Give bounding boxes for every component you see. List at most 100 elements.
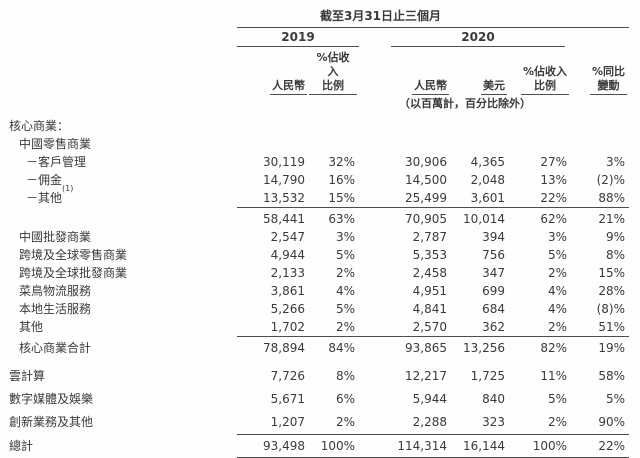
cell-usd-2020: 323 xyxy=(482,415,505,429)
cell-usd-2020: 4,365 xyxy=(470,155,505,169)
table-row: 跨境及全球零售商業 4,944 5% 5,353 756 5% 8% xyxy=(9,246,640,264)
cell-rmb-2019: 13,532 xyxy=(263,191,305,205)
column-header-rmb-2019: 人民幣 xyxy=(237,79,309,95)
cell-rmb-2020: 70,905 xyxy=(359,207,451,228)
cell-pct-revenue-2019: 16% xyxy=(328,173,355,187)
cell-pct-revenue-2020: 82% xyxy=(509,336,571,357)
cell-pct-revenue-2020: 13% xyxy=(540,173,567,187)
cell-pct-revenue-2020: 4% xyxy=(547,302,567,316)
table-row: 其他 1,702 2% 2,570 362 2% 51% xyxy=(9,318,640,336)
row-label: －客戶管理 xyxy=(26,155,87,169)
cell-rmb-2020: 30,906 xyxy=(405,155,447,169)
cell-pct-revenue-2020: 62% xyxy=(509,207,571,228)
cell-rmb-2020: 4,841 xyxy=(412,302,447,316)
row-label xyxy=(9,207,237,228)
table-body: 核心商業： 中國零售商業 －客戶管理 30,119 32% 30,906 4,365 2… xyxy=(9,117,640,458)
cell-yoy-change: 90% xyxy=(598,415,625,429)
column-header-line: 人民幣 xyxy=(414,79,447,92)
row-label: 創新業務及其他 xyxy=(9,415,94,429)
cell-rmb-2020: 93,865 xyxy=(359,336,451,357)
cell-pct-revenue-2020: 5% xyxy=(547,392,567,406)
cell-usd-2020 xyxy=(451,117,509,135)
cell-pct-revenue-2019: 32% xyxy=(328,155,355,169)
year-group-header: 2019 2020 xyxy=(9,30,640,47)
cell-rmb-2020: 12,217 xyxy=(405,369,447,383)
row-label: 中國零售商業 xyxy=(19,137,92,151)
cell-rmb-2020: 5,944 xyxy=(412,392,447,406)
cell-pct-revenue-2020: 2% xyxy=(547,415,567,429)
cell-pct-revenue-2020: 27% xyxy=(540,155,567,169)
cell-rmb-2020: 5,353 xyxy=(412,248,447,262)
cell-yoy-change: 15% xyxy=(598,266,625,280)
cell-yoy-change: (8)% xyxy=(596,302,625,316)
cell-pct-revenue-2019: 2% xyxy=(335,320,355,334)
cell-pct-revenue-2019: 5% xyxy=(335,248,355,262)
cell-yoy-change: 51% xyxy=(598,320,625,334)
row-label: －佣金 xyxy=(26,173,63,187)
table-row: 創新業務及其他 1,207 2% 2,288 323 2% 90% xyxy=(9,413,640,431)
cell-yoy-change: 58% xyxy=(598,369,625,383)
cell-rmb-2020: 25,499 xyxy=(405,191,447,205)
cell-yoy-change: (2)% xyxy=(596,173,625,187)
cell-pct-revenue-2020 xyxy=(509,135,571,153)
cell-pct-revenue-2019: 5% xyxy=(335,302,355,316)
column-header-rmb-2020: 人民幣 xyxy=(359,79,451,95)
spacer-cell xyxy=(9,30,237,47)
cell-rmb-2019: 2,547 xyxy=(270,230,305,244)
table-row: －佣金 14,790 16% 14,500 2,048 13% (2)% xyxy=(9,171,640,189)
table-row: 核心商業： xyxy=(9,117,640,135)
cell-pct-revenue-2019: 2% xyxy=(335,266,355,280)
cell-rmb-2019 xyxy=(237,117,309,135)
row-label: 核心商業： xyxy=(9,119,70,133)
row-label: 菜鳥物流服務 xyxy=(19,284,92,298)
table-row: 雲計算 7,726 8% 12,217 1,725 11% 58% xyxy=(9,367,640,385)
cell-rmb-2019: 5,266 xyxy=(270,302,305,316)
row-label: 本地生活服務 xyxy=(19,302,92,316)
spacer-cell xyxy=(9,96,237,112)
cell-yoy-change: 9% xyxy=(605,230,625,244)
cell-rmb-2019: 2,133 xyxy=(270,266,305,280)
cell-usd-2020 xyxy=(451,135,509,153)
column-header-yoy-change: %同比 變動 xyxy=(571,65,629,95)
cell-yoy-change: 88% xyxy=(598,191,625,205)
cell-yoy-change: 3% xyxy=(605,155,625,169)
cell-rmb-2020: 2,288 xyxy=(412,415,447,429)
spacer-cell xyxy=(9,8,237,28)
row-label: 其他 xyxy=(19,320,44,334)
cell-pct-revenue-2019 xyxy=(309,135,359,153)
footnote-marker: (1) xyxy=(62,184,74,193)
cell-rmb-2019: 3,861 xyxy=(270,284,305,298)
cell-rmb-2019: 78,894 xyxy=(237,336,309,357)
row-label: 中國批發商業 xyxy=(19,230,92,244)
table-row: 菜鳥物流服務 3,861 4% 4,951 699 4% 28% xyxy=(9,282,640,300)
row-label: 核心商業合計 xyxy=(19,341,92,355)
units-note: （以百萬計，百分比除外） xyxy=(399,97,531,110)
cell-usd-2020: 1,725 xyxy=(470,369,505,383)
row-label: 跨境及全球零售商業 xyxy=(19,248,128,262)
table-row: 中國批發商業 2,547 3% 2,787 394 3% 9% xyxy=(9,228,640,246)
cell-pct-revenue-2019: 2% xyxy=(335,415,355,429)
cell-pct-revenue-2020: 22% xyxy=(540,191,567,205)
row-label: 跨境及全球批發商業 xyxy=(19,266,128,280)
cell-rmb-2019: 14,790 xyxy=(263,173,305,187)
year-2019-header: 2019 xyxy=(237,30,359,47)
cell-pct-revenue-2019: 6% xyxy=(335,392,355,406)
cell-rmb-2020: 2,787 xyxy=(412,230,447,244)
table-row: 數字媒體及娛樂 5,671 6% 5,944 840 5% 5% xyxy=(9,390,640,408)
cell-rmb-2020 xyxy=(359,117,451,135)
cell-rmb-2019: 4,944 xyxy=(270,248,305,262)
column-header-row: 人民幣 %佔收入 比例 人民幣 美元 %佔收入 比例 xyxy=(9,51,640,95)
period-title-text: 截至3月31日止三個月 xyxy=(319,9,442,23)
cell-usd-2020: 394 xyxy=(482,230,505,244)
cell-usd-2020: 13,256 xyxy=(451,336,509,357)
table-period-header: 截至3月31日止三個月 xyxy=(9,8,640,28)
cell-usd-2020: 362 xyxy=(482,320,505,334)
cell-pct-revenue-2019: 84% xyxy=(309,336,359,357)
row-label: －其他(1) xyxy=(26,184,74,206)
cell-rmb-2019: 1,207 xyxy=(270,415,305,429)
column-header-line: 比例 xyxy=(533,79,556,92)
cell-rmb-2019: 1,702 xyxy=(270,320,305,334)
cell-yoy-change: 8% xyxy=(605,248,625,262)
cell-pct-revenue-2020 xyxy=(509,117,571,135)
column-header-line: 變動 xyxy=(597,79,620,92)
